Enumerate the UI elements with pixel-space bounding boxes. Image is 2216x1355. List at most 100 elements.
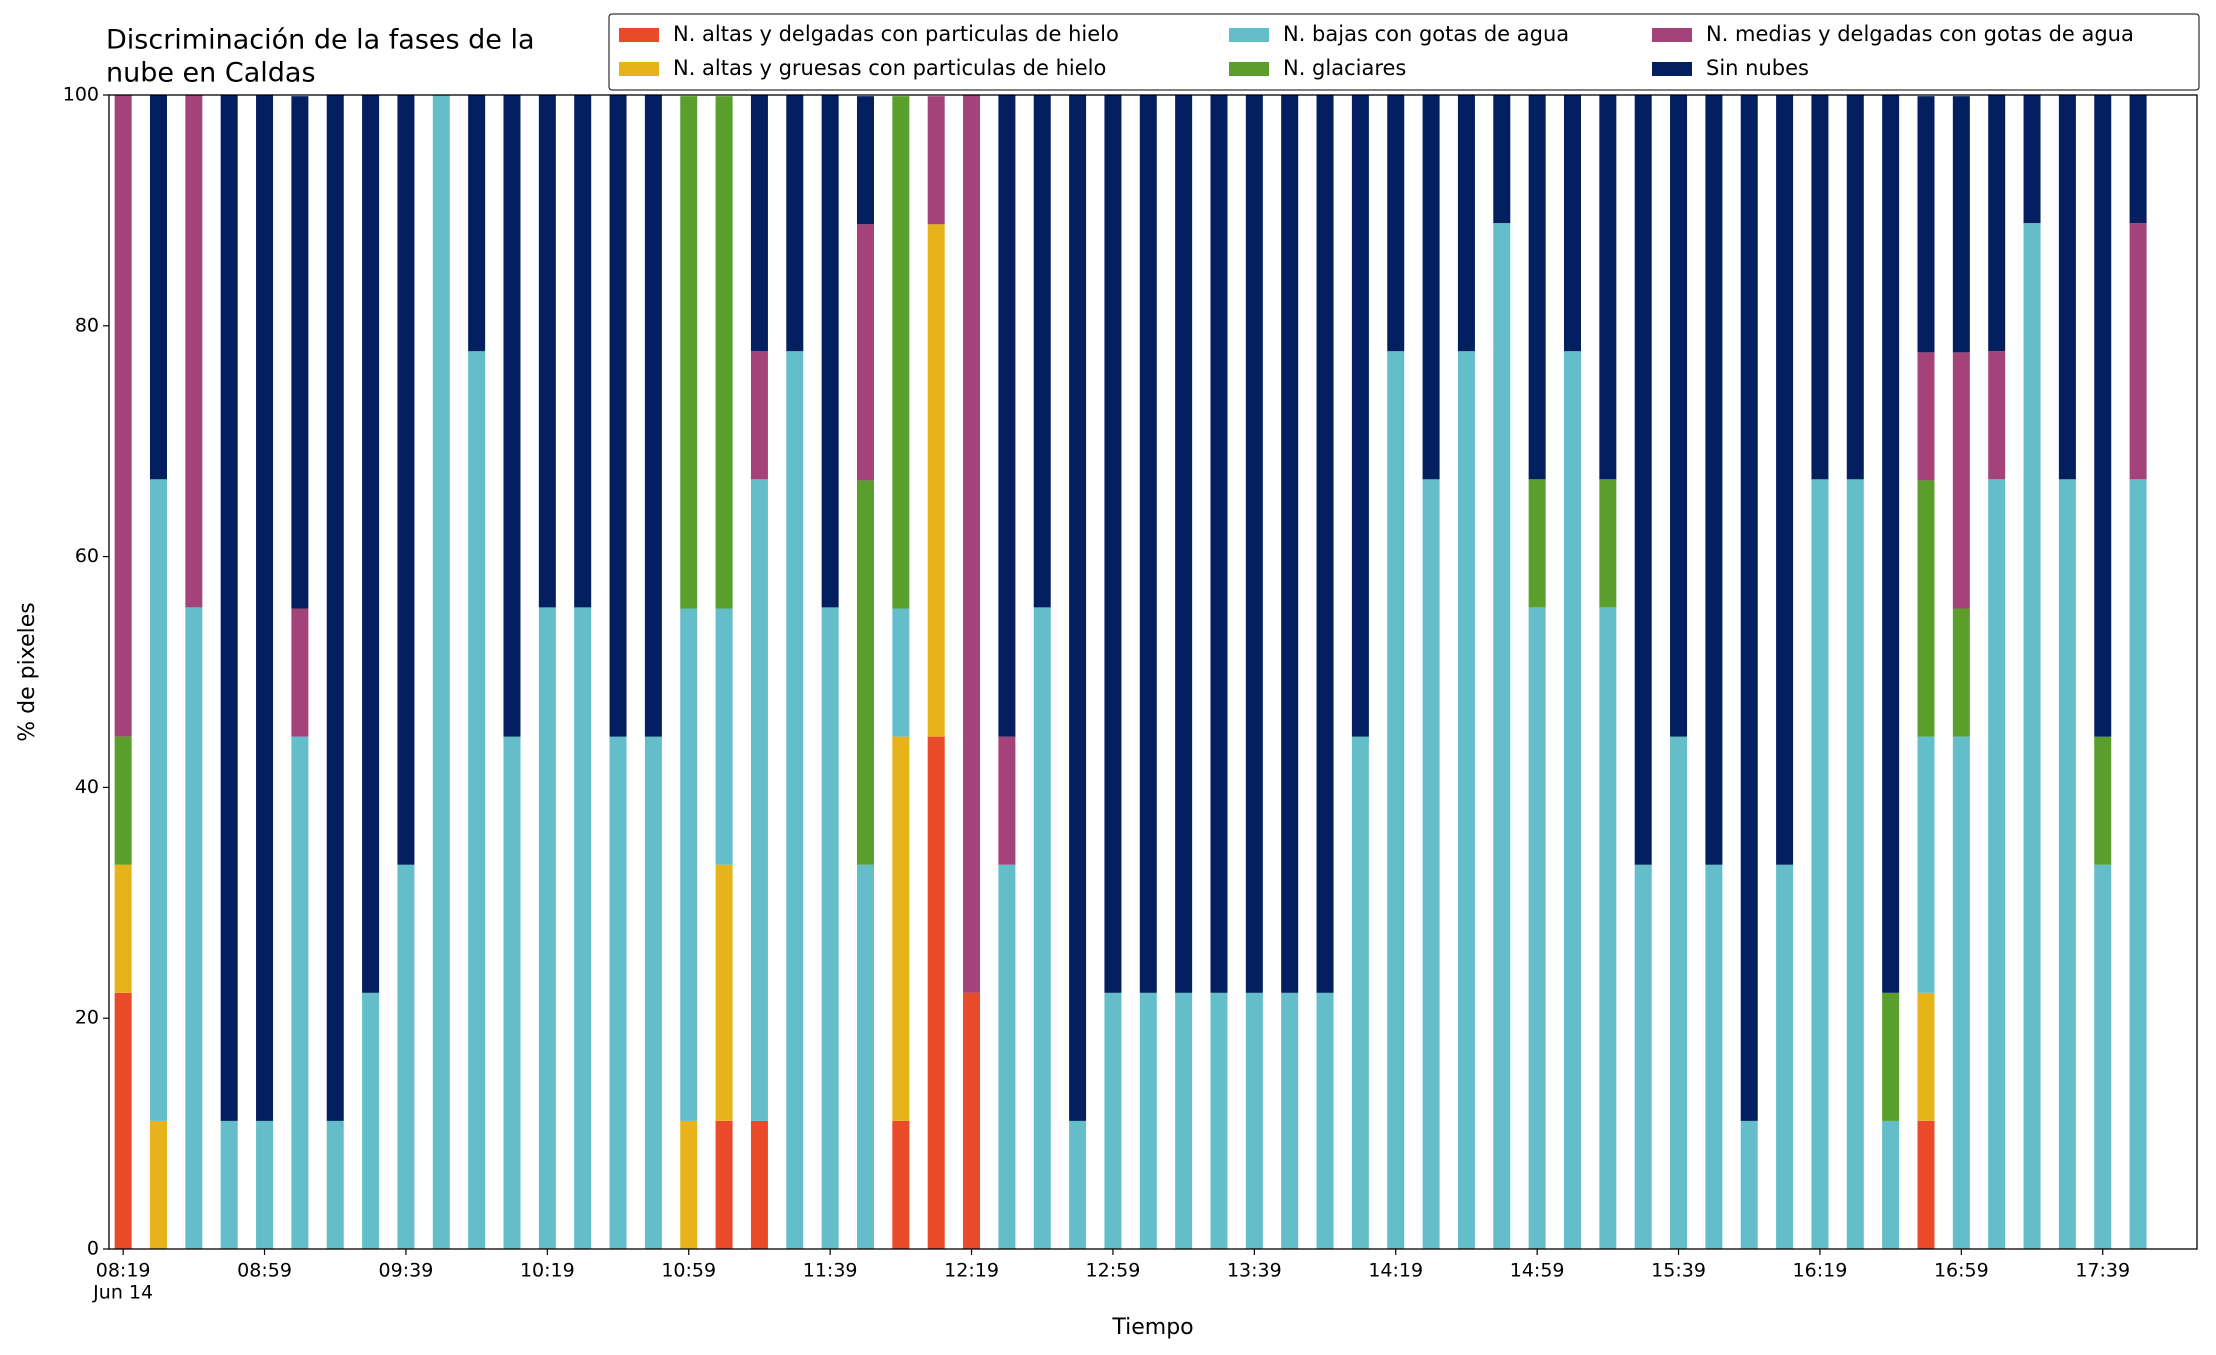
bar-segment xyxy=(927,224,945,737)
bar-segment xyxy=(1917,736,1935,993)
bar-segment xyxy=(1351,95,1369,737)
bar-segment xyxy=(397,864,415,1249)
legend-swatch xyxy=(1652,62,1692,76)
bar-segment xyxy=(1846,479,1864,1250)
bar-segment xyxy=(114,992,132,1249)
bar-segment xyxy=(2058,95,2076,480)
bar-segment xyxy=(397,95,415,865)
bar-segment xyxy=(1882,1120,1900,1249)
bar-segment xyxy=(2129,223,2147,480)
bar-segment xyxy=(680,1120,698,1249)
plot-frame xyxy=(108,94,2198,1250)
bar-segment xyxy=(220,95,238,1121)
bar-segment xyxy=(149,479,167,1121)
x-tick-label: 14:19 xyxy=(1368,1260,1423,1282)
bar-segment xyxy=(1988,95,2006,352)
bar-segment xyxy=(468,95,486,352)
bar-segment xyxy=(2023,223,2041,1249)
bar-segment xyxy=(1740,1120,1758,1249)
bar-segment xyxy=(1528,607,1546,1249)
bar-segment xyxy=(1705,95,1723,865)
bar-segment xyxy=(114,864,132,993)
bar-segment xyxy=(114,736,132,865)
bar-segment xyxy=(1599,607,1617,1249)
bar-segment xyxy=(644,95,662,737)
x-tick-label: 13:39 xyxy=(1227,1260,1282,1282)
bar-segment xyxy=(856,480,874,865)
bar-segment xyxy=(362,95,380,993)
bar-segment xyxy=(1634,864,1652,1249)
bar-segment xyxy=(1917,96,1935,353)
bar-segment xyxy=(1599,95,1617,480)
legend-swatch xyxy=(1652,28,1692,42)
bar-segment xyxy=(1175,992,1193,1249)
bar-segment xyxy=(326,95,344,1121)
bar-segment xyxy=(1952,736,1970,1249)
bar-segment xyxy=(1316,992,1334,1249)
bar-segment xyxy=(1563,95,1581,352)
bar-segment xyxy=(750,95,768,352)
bar-segment xyxy=(1670,736,1688,1249)
bar-segment xyxy=(1988,479,2006,1250)
y-tick-label: 0 xyxy=(87,1238,99,1260)
bar-segment xyxy=(1281,95,1299,993)
bar-segment xyxy=(1776,95,1794,865)
x-tick-label: 12:19 xyxy=(944,1260,999,1282)
bar-segment xyxy=(1104,992,1122,1249)
bar-segment xyxy=(503,736,521,1249)
x-tick-label: 17:39 xyxy=(2075,1260,2130,1282)
chart-title: nube en Caldas xyxy=(106,58,316,89)
bar-segment xyxy=(114,95,132,737)
bar-segment xyxy=(291,736,309,1249)
bar-segment xyxy=(1634,95,1652,865)
bar-segment xyxy=(1528,95,1546,480)
x-tick-label: 09:39 xyxy=(379,1260,434,1282)
bar-segment xyxy=(927,736,945,1249)
bar-segment xyxy=(468,351,486,1249)
bar-segment xyxy=(1917,992,1935,1121)
x-tick-label: 08:59 xyxy=(237,1260,292,1282)
bar-segment xyxy=(1917,480,1935,737)
bar-segment xyxy=(1069,1120,1087,1249)
bar-segment xyxy=(2129,479,2147,1250)
bar-segment xyxy=(1917,352,1935,481)
bar-segment xyxy=(1422,479,1440,1250)
bar-segment xyxy=(786,351,804,1249)
bar-segment xyxy=(362,992,380,1249)
x-tick-label: 12:59 xyxy=(1086,1260,1141,1282)
bar-segment xyxy=(1139,95,1157,993)
bar-segment xyxy=(1882,992,1900,1121)
bar-segment xyxy=(1705,864,1723,1249)
bar-segment xyxy=(432,95,450,1249)
bar-segment xyxy=(1175,95,1193,993)
legend-label: N. altas y delgadas con particulas de hi… xyxy=(673,22,1119,46)
bar-segment xyxy=(963,95,981,993)
bar-segment xyxy=(2129,95,2147,224)
bar-segment xyxy=(1210,95,1228,993)
legend-label: N. bajas con gotas de agua xyxy=(1283,22,1569,46)
bar-segment xyxy=(998,736,1016,865)
legend-label: Sin nubes xyxy=(1706,56,1809,80)
bar-segment xyxy=(1917,1120,1935,1249)
x-tick-label: 10:19 xyxy=(520,1260,575,1282)
bar-segment xyxy=(2094,736,2112,865)
x-tick-label: 16:59 xyxy=(1934,1260,1989,1282)
bar-segment xyxy=(1245,992,1263,1249)
bar-segment xyxy=(149,95,167,480)
chart-title: Discriminación de la fases de la xyxy=(106,25,535,56)
bar-segment xyxy=(1139,992,1157,1249)
legend-swatch xyxy=(1229,62,1269,76)
x-tick-label: 08:19 xyxy=(96,1260,151,1282)
bar-segment xyxy=(503,95,521,737)
y-tick-label: 40 xyxy=(75,776,99,798)
bar-segment xyxy=(1457,95,1475,352)
bar-segment xyxy=(892,608,910,737)
bar-segment xyxy=(1210,992,1228,1249)
bar-segment xyxy=(1988,351,2006,480)
bar-segment xyxy=(998,864,1016,1249)
bar-segment xyxy=(1740,95,1758,1121)
bar-segment xyxy=(1493,95,1511,224)
bar-segment xyxy=(1387,351,1405,1249)
bar-segment xyxy=(185,607,203,1249)
